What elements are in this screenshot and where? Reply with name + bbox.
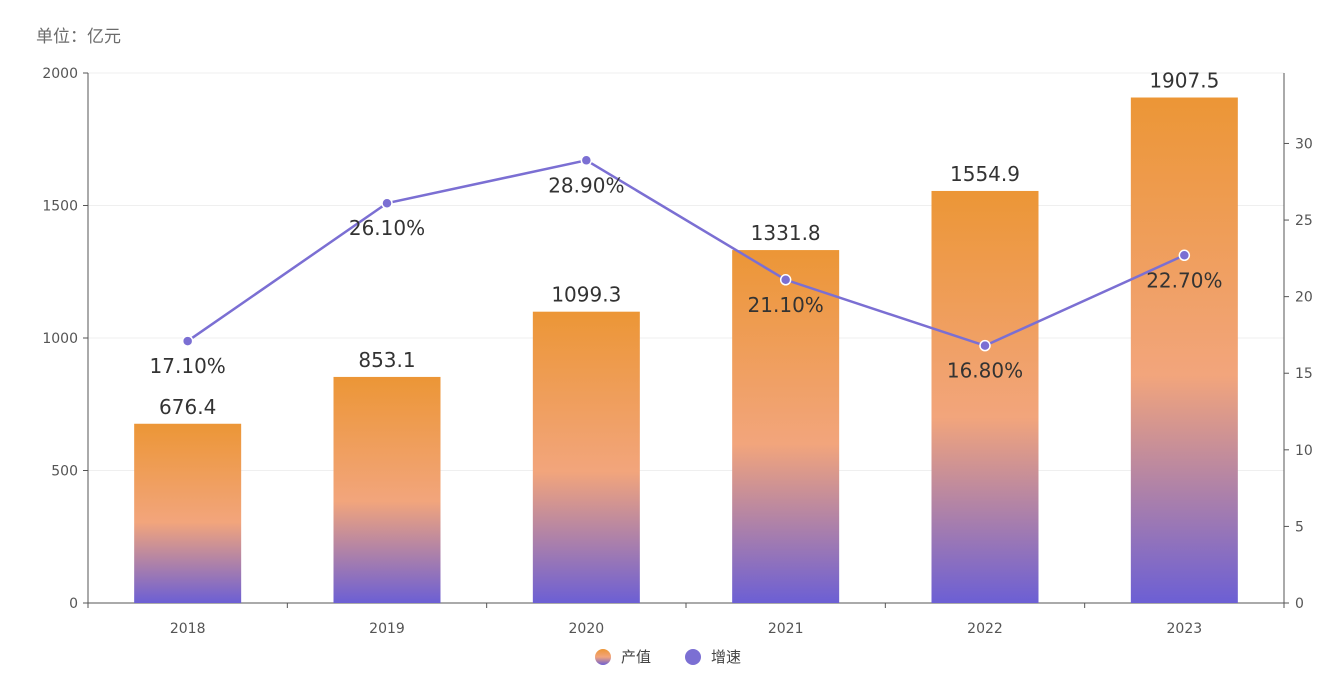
right-tick-label: 5 <box>1295 519 1304 535</box>
x-tick-label: 2019 <box>369 621 405 637</box>
legend-item-bar[interactable]: 产值 <box>594 646 651 667</box>
bar <box>931 190 1039 604</box>
right-tick-label: 10 <box>1295 443 1313 459</box>
growth-value-label: 28.90% <box>548 173 624 197</box>
growth-point <box>1178 249 1191 262</box>
right-tick-label: 15 <box>1295 366 1313 382</box>
chart-svg: 0 500 1000 1500 2000 0 5 10 15 20 25 30 2018 2019 2020… <box>42 66 1312 637</box>
bar <box>1130 97 1238 603</box>
x-tick-label: 2021 <box>768 621 804 637</box>
right-tick-label: 30 <box>1295 136 1313 152</box>
left-tick-label: 0 <box>69 596 78 612</box>
x-tick-label: 2020 <box>569 621 605 637</box>
grid-lines <box>88 72 1284 471</box>
legend-item-line[interactable]: 增速 <box>685 646 741 667</box>
left-tick-label: 2000 <box>42 66 78 82</box>
growth-value-label: 21.10% <box>748 293 824 317</box>
right-tick-label: 0 <box>1295 596 1304 612</box>
growth-point <box>580 154 593 167</box>
left-tick-label: 1000 <box>42 331 78 347</box>
bar-value-label: 1099.3 <box>551 283 621 307</box>
bar-value-label: 853.1 <box>358 348 415 372</box>
growth-line <box>186 158 1185 347</box>
bar <box>134 423 242 603</box>
growth-value-label: 16.80% <box>947 359 1023 383</box>
x-tick-label: 2018 <box>170 621 206 637</box>
left-tick-label: 500 <box>51 464 78 480</box>
x-tick-label: 2023 <box>1167 621 1203 637</box>
unit-label: 单位：亿元 <box>36 27 121 47</box>
legend-bar-label: 产值 <box>620 648 651 666</box>
bar-series <box>134 97 1238 604</box>
left-tick-label: 1500 <box>42 199 78 215</box>
bar-value-label: 676.4 <box>159 395 216 419</box>
right-tick-label: 25 <box>1295 213 1313 229</box>
x-tick-label: 2022 <box>967 621 1003 637</box>
growth-point <box>979 339 991 352</box>
bar-value-label: 1554.9 <box>950 162 1020 186</box>
legend-bar-swatch-icon <box>594 648 611 665</box>
legend: 产值 增速 <box>0 646 1336 667</box>
legend-line-label: 增速 <box>711 648 742 666</box>
growth-value-label: 26.10% <box>349 216 425 240</box>
growth-value-label: 22.70% <box>1146 268 1222 292</box>
bar <box>532 311 640 603</box>
growth-point <box>381 197 393 209</box>
bar-value-label: 1907.5 <box>1149 69 1219 93</box>
bar <box>333 376 441 603</box>
data-labels: 676.4 853.1 1099.3 1331.8 1554.9 1907.5 17.10%… <box>150 69 1223 419</box>
bar-value-label: 1331.8 <box>751 221 821 245</box>
growth-value-label: 17.10% <box>150 354 226 378</box>
right-tick-label: 20 <box>1295 290 1313 306</box>
axes: 0 500 1000 1500 2000 0 5 10 15 20 25 30 2018 2019 2020… <box>42 66 1312 637</box>
bar <box>732 250 840 603</box>
growth-point <box>779 274 792 286</box>
line-series <box>181 154 1191 352</box>
legend-line-swatch-icon <box>685 648 701 665</box>
growth-point <box>181 335 194 347</box>
